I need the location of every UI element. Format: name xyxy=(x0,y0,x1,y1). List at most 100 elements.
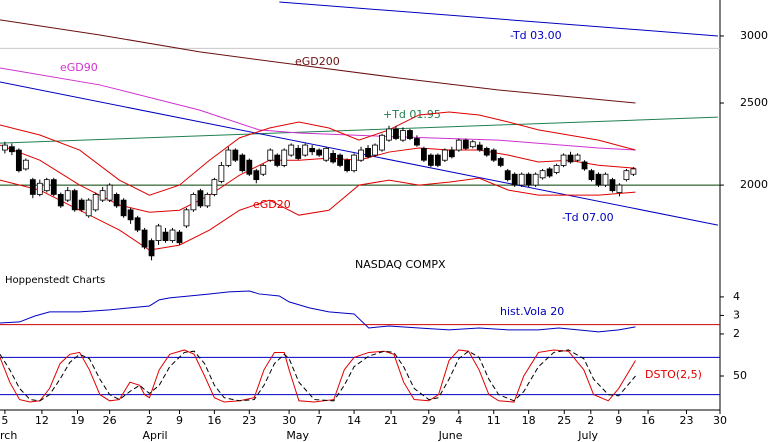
series-label: eGD90 xyxy=(60,61,98,74)
candle-body xyxy=(546,168,553,177)
candle-body xyxy=(85,199,92,217)
candle-body xyxy=(414,138,420,146)
candle-body xyxy=(393,128,399,139)
candle-body xyxy=(323,147,330,161)
candle-body xyxy=(92,194,99,211)
candle-body xyxy=(595,173,602,186)
candle-body xyxy=(57,194,64,207)
x-tick-label: 11 xyxy=(487,414,501,427)
series-label: hist.Vola 20 xyxy=(500,305,564,318)
series-line xyxy=(0,177,636,251)
candle-body xyxy=(50,179,57,195)
candle-body xyxy=(344,159,350,172)
candle-body xyxy=(316,149,323,156)
candle-body xyxy=(490,149,497,161)
candle-body xyxy=(64,190,71,201)
series-line xyxy=(279,1,718,37)
candle-body xyxy=(302,144,309,156)
candle-body xyxy=(225,149,232,166)
candle-body xyxy=(309,147,316,153)
x-tick-label: 16 xyxy=(641,414,655,427)
x-tick-label: 29 xyxy=(422,414,436,427)
candle-body xyxy=(365,147,371,158)
candle-body xyxy=(434,154,441,166)
candle-body xyxy=(29,179,36,195)
series-label: DSTO(2,5) xyxy=(645,368,702,381)
candle-body xyxy=(22,159,29,170)
candle-body xyxy=(183,209,190,227)
candle-body xyxy=(476,144,483,151)
candle-body xyxy=(518,173,525,186)
x-tick-label: 16 xyxy=(207,414,221,427)
chart-title: NASDAQ COMPX xyxy=(355,258,446,271)
month-label: May xyxy=(286,429,309,442)
series-label: -Td 07.00 xyxy=(562,211,614,224)
candle-body xyxy=(1,144,8,151)
x-tick-label: 19 xyxy=(71,414,85,427)
month-label: June xyxy=(438,429,463,442)
candle-body xyxy=(553,165,560,173)
candle-body xyxy=(36,182,43,195)
candle-body xyxy=(372,144,378,156)
x-tick-label: 30 xyxy=(713,414,727,427)
candle-body xyxy=(511,173,518,186)
candle-body xyxy=(588,170,595,181)
x-tick-label: 5 xyxy=(1,414,8,427)
candle-body xyxy=(455,139,462,151)
candle-body xyxy=(574,154,581,161)
candle-body xyxy=(43,179,50,192)
series-label: eGD200 xyxy=(295,55,340,68)
y-tick-label: 4 xyxy=(733,290,740,303)
month-label: April xyxy=(142,429,167,442)
series-label: +Td 01.95 xyxy=(383,108,441,121)
x-tick-label: 9 xyxy=(615,414,622,427)
candle-body xyxy=(441,149,448,161)
candle-body xyxy=(581,161,588,170)
candle-body xyxy=(288,144,295,156)
candle-body xyxy=(127,209,134,221)
series-line xyxy=(0,349,636,402)
x-tick-label: 2 xyxy=(587,414,594,427)
candle-body xyxy=(190,194,197,211)
candle-body xyxy=(337,154,343,166)
candle-body xyxy=(148,240,155,257)
candle-body xyxy=(78,199,85,211)
series-line xyxy=(0,67,636,151)
y-tick-label: 50 xyxy=(733,369,747,382)
candle-body xyxy=(427,154,434,166)
candle-body xyxy=(448,149,455,158)
candle-body xyxy=(141,229,148,248)
candle-body xyxy=(15,149,22,172)
x-tick-label: 23 xyxy=(242,414,256,427)
candle-body xyxy=(295,147,302,159)
candle-body xyxy=(197,190,204,207)
candle-body xyxy=(386,128,392,141)
y-tick-label: 2500 xyxy=(740,96,768,109)
x-tick-label: 2 xyxy=(146,414,153,427)
candle-body xyxy=(232,149,239,161)
x-tick-label: 18 xyxy=(522,414,536,427)
series-line xyxy=(0,19,636,104)
series-label: -Td 03.00 xyxy=(510,29,562,42)
candle-body xyxy=(239,154,246,172)
source-label: Hoppenstedt Charts xyxy=(5,275,105,286)
series-label: eGD20 xyxy=(253,198,291,211)
candle-body xyxy=(539,170,546,179)
candle-body xyxy=(218,165,225,182)
y-tick-label: 2000 xyxy=(740,178,768,191)
month-label: rch xyxy=(0,429,17,442)
candle-body xyxy=(71,190,78,211)
y-tick-label: 3000 xyxy=(740,29,768,42)
candle-body xyxy=(120,199,127,217)
candle-body xyxy=(560,154,567,166)
series-line xyxy=(0,349,636,403)
candle-body xyxy=(420,147,427,161)
x-tick-label: 25 xyxy=(557,414,571,427)
candle-body xyxy=(281,149,288,166)
candle-body xyxy=(567,154,574,163)
y-tick-label: 2 xyxy=(733,327,740,340)
candle-body xyxy=(267,149,274,161)
candle-body xyxy=(211,179,218,195)
